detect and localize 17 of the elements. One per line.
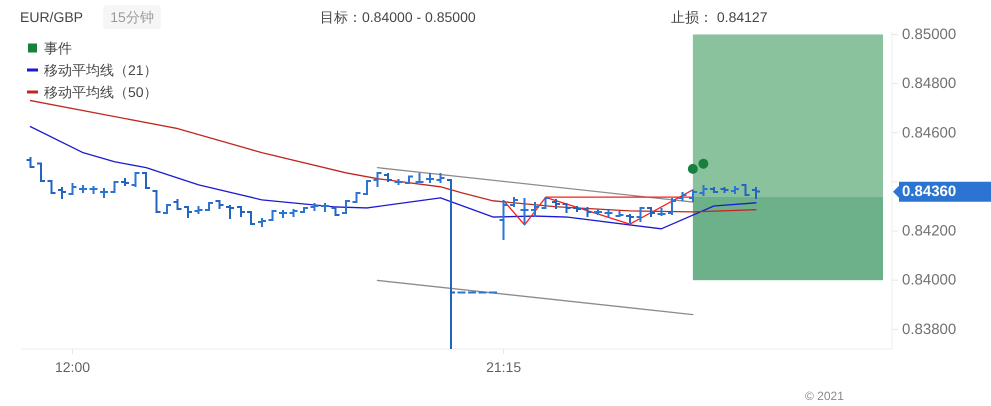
legend-label: 移动平均线（50）: [44, 84, 158, 100]
y-tick-label: 0.84000: [902, 272, 956, 289]
chart-title: EUR/GBP: [20, 9, 84, 25]
text: © 2021: [805, 389, 844, 403]
y-tick-label: 0.83800: [902, 320, 956, 338]
x-tick-label: 21:15: [486, 359, 522, 375]
text: 止损： 0.84127: [671, 9, 768, 25]
legend-label: 移动平均线（21）: [44, 62, 158, 78]
legend-label: 事件: [44, 40, 72, 56]
price-tag: 0.84360: [893, 182, 991, 202]
x-tick-label: 12:00: [54, 359, 90, 375]
y-tick-label: 0.84200: [902, 222, 956, 240]
y-tick-label: 0.85000: [902, 26, 956, 43]
chart-subtitle: 15分钟: [110, 9, 154, 25]
y-tick-label: 0.84800: [902, 75, 956, 92]
text: 目标：0.84000 - 0.85000: [320, 9, 476, 25]
y-tick-label: 0.84600: [902, 124, 956, 142]
